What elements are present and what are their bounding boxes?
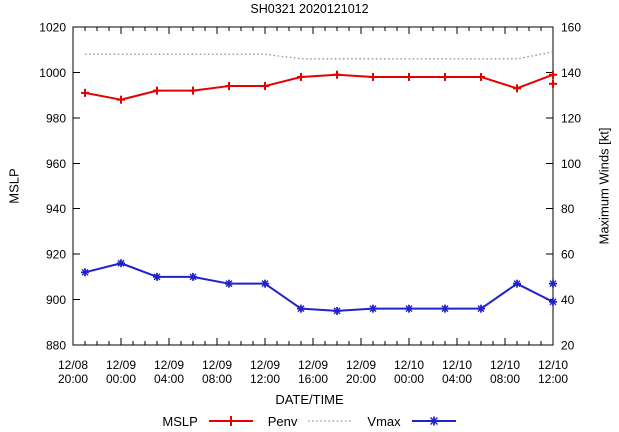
x-tick-label-date: 12/09 xyxy=(346,358,376,372)
x-tick-label-time: 04:00 xyxy=(442,372,472,386)
x-tick-label-date: 12/10 xyxy=(490,358,520,372)
y-tick-label-right: 160 xyxy=(561,21,581,35)
x-axis-ticks: 12/0820:0012/0900:0012/0904:0012/0908:00… xyxy=(58,27,568,386)
y-tick-label-right: 140 xyxy=(561,66,581,80)
legend-label-penv: Penv xyxy=(267,413,298,429)
x-tick-label-time: 08:00 xyxy=(490,372,520,386)
series-mslp-line xyxy=(84,73,554,101)
x-tick-label-time: 08:00 xyxy=(202,372,232,386)
y-tick-label-left: 1000 xyxy=(39,66,66,80)
series-penv-line xyxy=(85,51,554,60)
series-mslp xyxy=(81,70,557,104)
x-tick-label-time: 12:00 xyxy=(538,372,568,386)
y-tick-label-left: 960 xyxy=(46,157,66,171)
x-tick-label-time: 16:00 xyxy=(298,372,328,386)
x-tick-label-time: 12:00 xyxy=(250,372,280,386)
legend-vmax-line-sample xyxy=(411,416,456,426)
x-tick-label-date: 12/10 xyxy=(442,358,472,372)
x-tick-label-time: 20:00 xyxy=(346,372,376,386)
y-tick-label-left: 880 xyxy=(46,339,66,353)
y-axis-label-max-winds: Maximum Winds [kt] xyxy=(596,127,612,245)
y-tick-label-left: 920 xyxy=(46,248,66,262)
x-tick-label-date: 12/09 xyxy=(154,358,184,372)
x-tick-label-time: 04:00 xyxy=(154,372,184,386)
x-tick-label-date: 12/09 xyxy=(250,358,280,372)
legend-mslp-line-sample xyxy=(208,416,253,426)
x-tick-label-date: 12/09 xyxy=(202,358,232,372)
y-tick-label-right: 20 xyxy=(561,339,575,353)
y-tick-label-right: 40 xyxy=(561,293,575,307)
y-tick-label-left: 940 xyxy=(46,202,66,216)
x-tick-label-time: 00:00 xyxy=(106,372,136,386)
x-tick-label-date: 12/09 xyxy=(298,358,328,372)
series-vmax xyxy=(81,259,557,315)
x-tick-label-time: 00:00 xyxy=(394,372,424,386)
x-tick-label-date: 12/09 xyxy=(106,358,136,372)
legend-item-penv: Penv xyxy=(268,414,354,429)
y-tick-label-right: 60 xyxy=(561,248,575,262)
legend-item-vmax: Vmax xyxy=(367,414,456,429)
series-penv xyxy=(85,51,554,60)
chart-legend: MSLP Penv Vmax xyxy=(0,412,619,430)
y-tick-label-right: 100 xyxy=(561,157,581,171)
legend-label-vmax: Vmax xyxy=(367,413,401,429)
legend-item-mslp: MSLP xyxy=(162,414,253,429)
series-vmax-line xyxy=(84,262,554,312)
legend-penv-line-sample xyxy=(308,420,353,422)
y-tick-label-left: 1020 xyxy=(39,21,66,35)
y-tick-label-left: 980 xyxy=(46,111,66,125)
legend-label-mslp: MSLP xyxy=(162,413,198,429)
x-axis-label: DATE/TIME xyxy=(275,392,344,407)
x-tick-label-date: 12/08 xyxy=(58,358,88,372)
chart-title: SH0321 2020121012 xyxy=(250,2,369,16)
x-tick-label-date: 12/10 xyxy=(394,358,424,372)
y-tick-label-right: 120 xyxy=(561,111,581,125)
y-axis-label-mslp: MSLP xyxy=(6,168,22,204)
x-tick-label-date: 12/10 xyxy=(538,358,568,372)
y-axis-ticks: 880 20 900 40 920 60 940 80 960 100 980 120 1000 140 1… xyxy=(39,21,581,353)
y-tick-label-right: 80 xyxy=(561,202,575,216)
y-tick-label-left: 900 xyxy=(46,293,66,307)
x-tick-label-time: 20:00 xyxy=(58,372,88,386)
